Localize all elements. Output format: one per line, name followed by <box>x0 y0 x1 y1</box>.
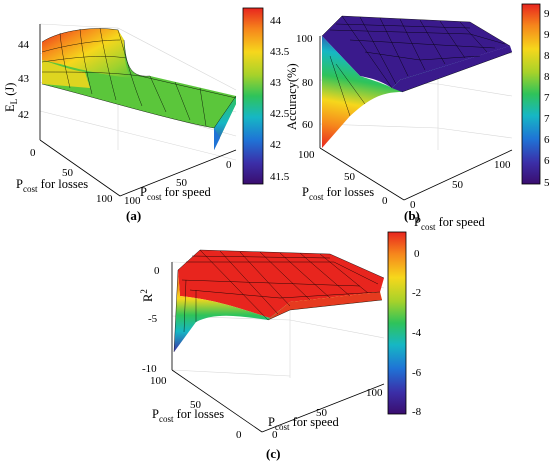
panel-c-z-tick: -10 <box>142 363 157 375</box>
panel-c-y-tick: 0 <box>272 429 278 441</box>
panel-a-colorbar: 41.5 42 42.5 43 43.5 44 <box>242 7 290 185</box>
panel-b-x-tick: 0 <box>382 195 388 207</box>
panel-b-surface <box>321 15 513 148</box>
panel-b-label: (b) <box>404 208 420 223</box>
panel-a-x-tick: 50 <box>62 167 74 179</box>
panel-a-x-tick: 100 <box>96 193 113 205</box>
panel-b-y-label: Pcost for speed <box>414 215 485 232</box>
panel-c-cbar-tick: -8 <box>412 406 422 418</box>
panel-b-z-label: Accuracy(%) <box>285 63 299 130</box>
panel-b-z-tick: 60 <box>302 119 314 131</box>
panel-a-ticks: 44 43 42 0 50 100 0 50 100 <box>18 39 232 207</box>
panel-c-x-tick: 100 <box>150 375 167 387</box>
panel-b-cbar-tick: 55 <box>544 177 550 189</box>
panel-c-cbar-tick: 0 <box>414 248 420 260</box>
panel-b-cbar-tick: 75 <box>544 92 550 104</box>
panel-a-cbar-tick: 42 <box>270 139 281 151</box>
panel-c-z-tick: 0 <box>154 265 160 277</box>
panel-c-y-label: Pcost for speed <box>268 415 339 432</box>
panel-a-x-label: Pcost for losses <box>16 177 88 194</box>
panel-c-cbar-tick: -2 <box>412 287 421 299</box>
panel-b-colorbar: 55 60 65 70 75 80 85 90 95 <box>521 3 550 189</box>
panel-c-surface <box>173 249 385 353</box>
panel-a-y-tick: 0 <box>226 159 232 171</box>
panel-b-z-tick: 80 <box>302 77 314 89</box>
panel-a-y-tick: 100 <box>124 195 141 207</box>
panel-a-cbar-tick: 42.5 <box>270 108 290 120</box>
panel-b-x-tick: 50 <box>344 171 356 183</box>
panel-a-y-label: Pcost for speed <box>140 185 211 202</box>
panel-a-surface <box>41 27 237 150</box>
panel-b-y-tick: 100 <box>494 159 511 171</box>
panel-b-cbar-tick: 80 <box>544 71 550 83</box>
panel-b-y-tick: 50 <box>452 179 464 191</box>
panel-c-y-tick: 50 <box>316 407 328 419</box>
panel-b-axes <box>319 36 513 201</box>
panel-b-ticks: 100 80 60 100 50 0 0 50 100 <box>296 33 511 211</box>
panel-b-cbar-tick: 70 <box>544 113 550 125</box>
panel-a-y-tick: 50 <box>176 177 188 189</box>
panel-b-cbar-tick: 60 <box>544 155 550 167</box>
panel-a-z-label: EL (J) <box>3 83 19 112</box>
panel-c: 0 -5 -10 100 50 0 0 50 100 R2 Pcost for … <box>139 231 422 461</box>
panel-b-y-tick: 0 <box>410 199 416 211</box>
panel-a-cbar-tick: 43.5 <box>270 46 290 58</box>
panel-a-cbar-tick: 43 <box>270 77 282 89</box>
panel-b-cbar-tick: 65 <box>544 134 550 146</box>
panel-b-cbar-tick: 90 <box>544 29 550 41</box>
panel-c-y-tick: 100 <box>366 387 383 399</box>
panel-c-cbar-tick: -6 <box>412 367 422 379</box>
panel-c-label: (c) <box>266 446 280 461</box>
panel-a: 44 43 42 0 50 100 0 50 100 EL (J) Pcost … <box>3 7 290 223</box>
panel-b-z-tick: 100 <box>296 33 313 45</box>
panel-b-cbar-tick: 85 <box>544 50 550 62</box>
panel-c-z-tick: -5 <box>148 313 158 325</box>
panel-c-z-label: R2 <box>139 289 155 302</box>
panel-a-z-tick: 44 <box>18 39 30 51</box>
panel-c-axes <box>171 262 385 433</box>
panel-a-z-tick: 43 <box>18 73 30 85</box>
panel-c-cbar-tick: -4 <box>412 327 422 339</box>
panel-b-cbar-tick: 95 <box>544 8 550 20</box>
panel-c-ticks: 0 -5 -10 100 50 0 0 50 100 <box>142 265 383 441</box>
panel-b-x-label: Pcost for losses <box>302 185 374 202</box>
panel-a-cbar-tick: 44 <box>270 15 282 27</box>
panel-c-x-label: Pcost for losses <box>152 407 224 424</box>
panel-c-colorbar: -8 -6 -4 -2 0 <box>387 231 422 418</box>
panel-a-x-tick: 0 <box>30 147 36 159</box>
panel-a-axes <box>39 24 237 197</box>
panel-a-cbar-tick: 41.5 <box>270 171 290 183</box>
panel-c-x-tick: 50 <box>190 399 202 411</box>
panel-b-x-tick: 100 <box>298 149 315 161</box>
panel-a-z-tick: 42 <box>18 109 29 121</box>
panel-c-x-tick: 0 <box>236 429 242 441</box>
panel-a-label: (a) <box>126 208 141 223</box>
panel-b: 100 80 60 100 50 0 0 50 100 Accuracy(%) … <box>285 3 550 232</box>
